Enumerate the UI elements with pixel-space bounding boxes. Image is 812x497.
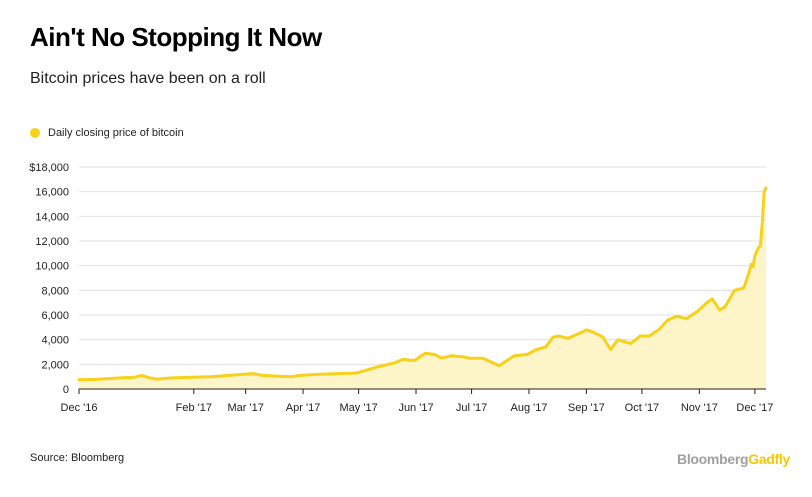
- y-tick-label: 0: [63, 384, 69, 396]
- x-tick-label: Jul '17: [456, 402, 487, 414]
- y-tick-label: $18,000: [29, 162, 69, 174]
- y-tick-label: 10,000: [35, 261, 69, 273]
- axes: 0 2,000 4,000 6,000 8,000 10,000 12,000 14,000 1…: [29, 162, 773, 414]
- x-tick-label: May '17: [340, 402, 378, 414]
- y-tick-label: 2,000: [41, 359, 69, 371]
- y-tick-label: 4,000: [41, 335, 69, 347]
- chart-title: Ain't No Stopping It Now: [30, 22, 322, 52]
- brand-part1: Bloomberg: [677, 451, 749, 467]
- legend-label: Daily closing price of bitcoin: [48, 127, 184, 139]
- y-tick-label: 16,000: [35, 187, 69, 199]
- x-tick-label: Dec '17: [736, 402, 773, 414]
- x-tick-label: Jun '17: [398, 402, 433, 414]
- x-tick-label: Mar '17: [227, 402, 263, 414]
- legend-dot-icon: [30, 128, 40, 138]
- legend: Daily closing price of bitcoin: [30, 127, 184, 139]
- series-area: [79, 188, 766, 389]
- x-tick-label: Nov '17: [681, 402, 718, 414]
- x-tick-label: Apr '17: [286, 402, 321, 414]
- y-tick-label: 14,000: [35, 211, 69, 223]
- x-tick-label: Sep '17: [568, 402, 605, 414]
- y-tick-label: 12,000: [35, 236, 69, 248]
- chart-subtitle: Bitcoin prices have been on a roll: [30, 70, 266, 87]
- brand-part2: Gadfly: [748, 451, 790, 467]
- y-tick-label: 6,000: [41, 310, 69, 322]
- series-line-group: [77, 186, 768, 382]
- x-tick-label: Aug '17: [510, 402, 547, 414]
- brand-logo: BloombergGadfly: [677, 451, 790, 467]
- y-tick-label: 8,000: [41, 285, 69, 297]
- x-tick-label: Feb '17: [176, 402, 212, 414]
- source-note: Source: Bloomberg: [30, 452, 125, 464]
- series-line: [77, 186, 768, 382]
- x-tick-label: Dec '16: [61, 402, 98, 414]
- x-tick-label: Oct '17: [625, 402, 660, 414]
- area-fill-group: [79, 188, 766, 389]
